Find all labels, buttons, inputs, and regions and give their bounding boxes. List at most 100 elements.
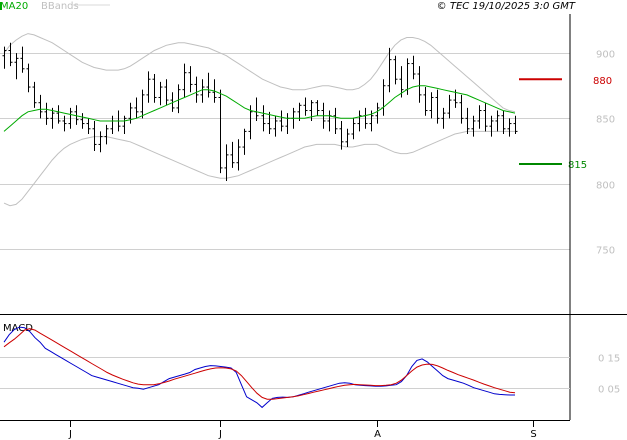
- ohlc-bar: [32, 81, 37, 108]
- x-axis-ticks: JJASO: [68, 421, 537, 440]
- ohlc-bar: [242, 128, 247, 155]
- ohlc-bar: [176, 84, 181, 114]
- ohlc-bar: [423, 87, 428, 116]
- ohlc-bar: [309, 100, 314, 121]
- ohlc-bar: [489, 115, 494, 137]
- ohlc-bar: [447, 94, 452, 119]
- ohlc-bar: [170, 92, 175, 112]
- bollinger-upper-band: [3, 33, 516, 113]
- ohlc-bar: [20, 46, 25, 73]
- ohlc-bar: [218, 89, 223, 174]
- x-tick-label: S: [530, 429, 536, 440]
- x-tick-label: A: [374, 429, 381, 440]
- ohlc-bar: [200, 79, 205, 103]
- ohlc-bar: [273, 115, 278, 137]
- ohlc-bar: [501, 110, 506, 134]
- price-panel: 750 800 850 900 880 815: [0, 33, 615, 257]
- ohlc-bar: [429, 92, 434, 119]
- ohlc-bar: [230, 141, 235, 168]
- ohlc-bar: [38, 94, 43, 119]
- macd-label: MACD: [3, 323, 33, 334]
- ohlc-bar: [411, 55, 416, 80]
- ohlc-bar: [224, 144, 229, 181]
- ohlc-bar: [507, 118, 512, 137]
- ohlc-bar: [345, 128, 350, 148]
- ohlc-bar: [86, 118, 91, 134]
- ohlc-bar: [387, 47, 392, 93]
- macd-y-tick-label: 0 05: [598, 385, 620, 396]
- ohlc-bar: [164, 79, 169, 106]
- ohlc-bar: [477, 105, 482, 129]
- ohlc-bar: [104, 124, 109, 145]
- x-tick-label: J: [68, 429, 72, 440]
- ohlc-bar: [62, 115, 67, 132]
- ohlc-bar: [26, 63, 31, 93]
- macd-panel: MACD 0 15 0 05: [0, 323, 620, 409]
- ohlc-bar: [194, 76, 199, 103]
- price-y-tick-label: 750: [596, 246, 615, 257]
- ohlc-bar: [68, 107, 73, 129]
- ohlc-bar: [56, 105, 61, 124]
- ohlc-bar: [459, 94, 464, 124]
- ohlc-bar: [315, 100, 320, 116]
- ohlc-bar: [74, 105, 79, 125]
- ohlc-bar: [267, 111, 272, 134]
- price-y-tick-label: 900: [596, 50, 615, 61]
- price-y-axis: 750 800 850 900: [596, 50, 615, 257]
- ohlc-bar: [122, 115, 127, 134]
- ohlc-bar: [339, 120, 344, 150]
- ohlc-bar: [80, 113, 85, 129]
- ohlc-bar: [357, 110, 362, 132]
- macd-y-axis: 0 15 0 05: [598, 354, 620, 396]
- ohlc-bar: [206, 72, 211, 98]
- bollinger-lower-band: [3, 130, 515, 207]
- macd-y-tick-label: 0 15: [598, 354, 620, 365]
- ma20-line: [3, 85, 516, 132]
- ohlc-bar: [417, 66, 422, 103]
- ohlc-bar: [483, 102, 488, 132]
- ohlc-bar: [399, 66, 404, 98]
- price-y-tick-label: 850: [596, 115, 615, 126]
- ohlc-bar: [50, 107, 55, 129]
- ohlc-bar: [92, 120, 97, 151]
- ohlc-bar: [279, 110, 284, 132]
- ohlc-bar: [471, 115, 476, 137]
- ohlc-bar: [2, 46, 7, 69]
- ohlc-bar: [140, 89, 145, 119]
- ma20-legend-label: MA20: [0, 1, 28, 12]
- price-gridlines: [0, 53, 570, 250]
- ohlc-bar: [236, 139, 241, 171]
- support-label: 815: [568, 160, 587, 171]
- price-y-tick-label: 800: [596, 181, 615, 192]
- ohlc-bar: [14, 53, 19, 80]
- macd-signal-line: [3, 328, 516, 400]
- ohlc-bars: [2, 42, 518, 181]
- ohlc-bar: [182, 63, 187, 98]
- ohlc-bar: [8, 42, 13, 67]
- ohlc-bar: [158, 81, 163, 106]
- ohlc-bar: [333, 107, 338, 134]
- ohlc-bar: [134, 97, 139, 119]
- ohlc-bar: [98, 131, 103, 153]
- ohlc-bar: [152, 74, 157, 103]
- x-tick-label: J: [218, 429, 222, 440]
- ohlc-bar: [435, 89, 440, 124]
- ohlc-bar: [146, 71, 151, 103]
- ohlc-bar: [375, 102, 380, 124]
- ohlc-bar: [513, 115, 518, 134]
- ohlc-bar: [188, 66, 193, 93]
- ohlc-bar: [495, 110, 500, 132]
- ohlc-bar: [393, 55, 398, 85]
- ohlc-bar: [351, 118, 356, 140]
- ohlc-bar: [44, 102, 49, 125]
- bbands-legend-label: BBands: [41, 1, 79, 12]
- ohlc-bar: [303, 97, 308, 116]
- resistance-label: 880: [593, 76, 612, 87]
- ma20-legend-swatch: [0, 2, 2, 10]
- ohlc-bar: [261, 105, 266, 132]
- copyright-notice: © TEC 19/10/2025 3:0 GMT: [437, 1, 576, 12]
- ohlc-bar: [441, 107, 446, 129]
- ohlc-bar: [465, 107, 470, 134]
